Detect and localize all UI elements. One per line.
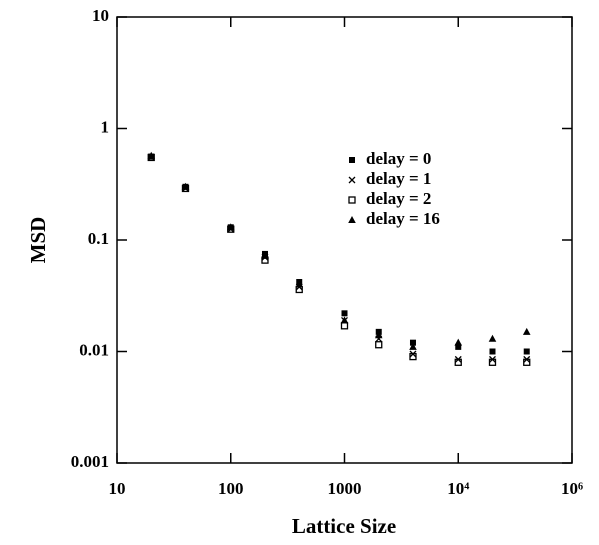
y-tick-label: 0.1 [88, 229, 109, 248]
x-tick-label: 10⁶ [561, 479, 583, 498]
marker-square [489, 348, 496, 355]
legend-label: delay = 1 [366, 169, 431, 188]
y-tick-label: 0.01 [79, 340, 109, 359]
marker-triangle [226, 223, 235, 231]
marker-open-square [523, 358, 531, 366]
marker-open-square [375, 341, 383, 349]
y-axis-label: MSD [26, 217, 50, 264]
marker-open-square [454, 358, 462, 366]
x-tick-label: 100 [218, 479, 244, 498]
marker-triangle [261, 251, 269, 259]
x-axis-label: Lattice Size [292, 514, 396, 538]
marker-triangle [409, 342, 417, 350]
x-tick-label: 1000 [328, 479, 362, 498]
marker-square [341, 310, 348, 317]
x-tick-label: 10 [109, 479, 126, 498]
legend-label: delay = 2 [366, 189, 431, 208]
y-tick-label: 1 [101, 117, 110, 136]
marker-square [523, 348, 530, 355]
marker-square [455, 343, 462, 350]
legend-marker [348, 196, 356, 204]
marker-triangle [374, 331, 383, 339]
marker-triangle [181, 182, 190, 190]
legend-marker [349, 157, 355, 163]
marker-triangle [147, 151, 156, 159]
marker-open-square [488, 358, 497, 366]
legend-marker [348, 216, 356, 223]
marker-square [409, 339, 416, 346]
legend-label: delay = 16 [366, 209, 440, 228]
plot-frame [116, 16, 573, 464]
marker-open-square [409, 352, 417, 361]
marker-triangle [454, 338, 463, 346]
y-tick-label: 10 [92, 6, 109, 25]
legend-marker [348, 176, 356, 184]
marker-triangle [488, 334, 497, 342]
marker-triangle [340, 316, 349, 324]
marker-triangle [295, 280, 304, 288]
marker-triangle [522, 327, 531, 335]
marker-open-square [340, 322, 349, 330]
x-tick-label: 10⁴ [447, 479, 469, 498]
y-tick-label: 0.001 [71, 452, 109, 471]
legend-label: delay = 0 [366, 149, 431, 168]
